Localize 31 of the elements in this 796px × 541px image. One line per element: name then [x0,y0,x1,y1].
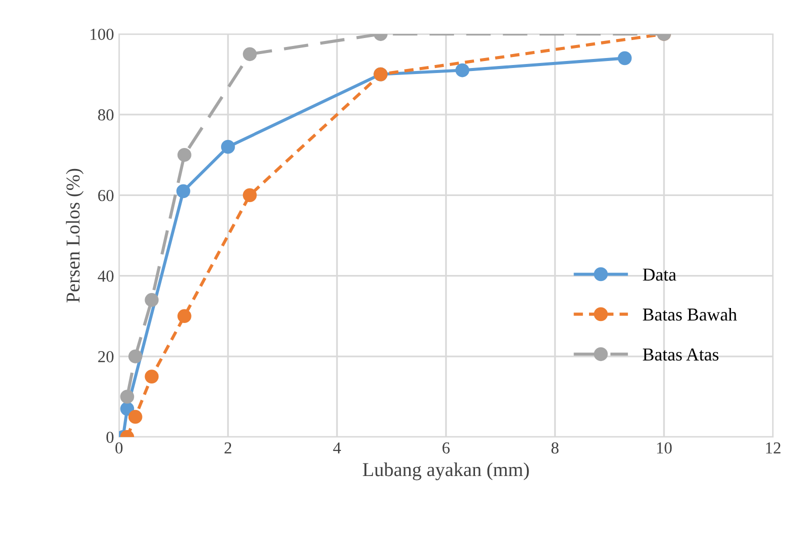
point [144,370,159,384]
x-tick-label: 8 [551,442,559,454]
point [128,410,142,424]
point [120,390,134,404]
y-tick-label: 20 [98,351,114,362]
x-tick-label: 2 [224,442,232,454]
y-tick-label: 100 [90,28,114,40]
x-tick-label: 6 [442,442,450,454]
point [242,47,257,62]
legend-label: Batas Atas [642,348,718,361]
point [177,148,192,162]
point [176,184,190,198]
point [618,51,632,66]
point [221,140,235,154]
x-axis-title: Lubang ayakan (mm) [362,462,529,480]
x-tick-label: 10 [657,442,672,454]
y-axis-title: Persen Lolos (%) [66,168,84,302]
point [177,309,192,324]
x-tick-label: 0 [115,442,123,454]
x-tick-label: 4 [333,442,341,454]
y-tick-label: 0 [106,432,114,443]
y-tick-label: 60 [98,190,114,202]
point [144,293,159,307]
y-tick-label: 80 [98,109,114,121]
point [455,63,470,78]
legend-label: Data [642,268,676,281]
point [242,188,257,202]
legend-label: Batas Bawah [642,308,737,321]
y-tick-label: 40 [98,270,114,282]
x-tick-label: 12 [766,442,780,454]
point [128,349,142,364]
